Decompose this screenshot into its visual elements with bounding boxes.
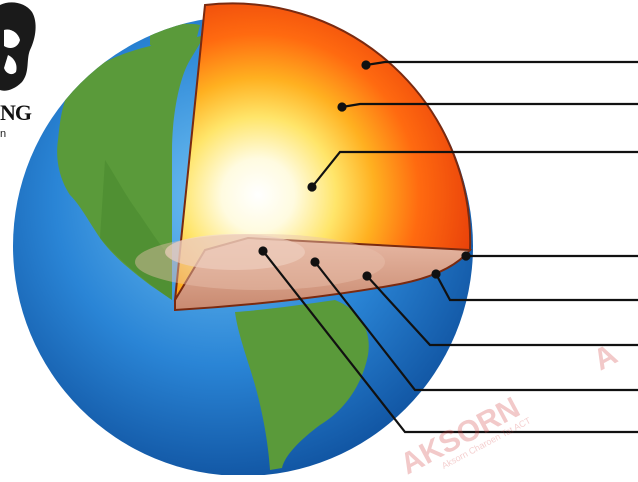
outer-core-cut: [135, 234, 385, 290]
pointer-4: [463, 253, 638, 260]
lion-mascot-icon: [0, 0, 40, 95]
pointer-1: [363, 62, 638, 69]
publisher-logo: NG n: [0, 0, 40, 150]
logo-text: NG: [0, 100, 31, 126]
logo-subtext: n: [0, 128, 6, 140]
